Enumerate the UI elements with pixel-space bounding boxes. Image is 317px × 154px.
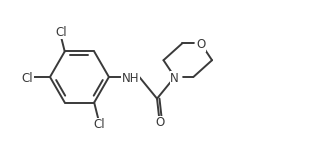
Text: O: O bbox=[196, 38, 205, 51]
Text: N: N bbox=[170, 72, 179, 85]
Text: N: N bbox=[170, 72, 179, 85]
Text: Cl: Cl bbox=[93, 118, 105, 131]
Text: Cl: Cl bbox=[55, 26, 67, 39]
Text: O: O bbox=[155, 116, 165, 129]
Text: NH: NH bbox=[122, 72, 139, 85]
Text: Cl: Cl bbox=[22, 72, 33, 85]
